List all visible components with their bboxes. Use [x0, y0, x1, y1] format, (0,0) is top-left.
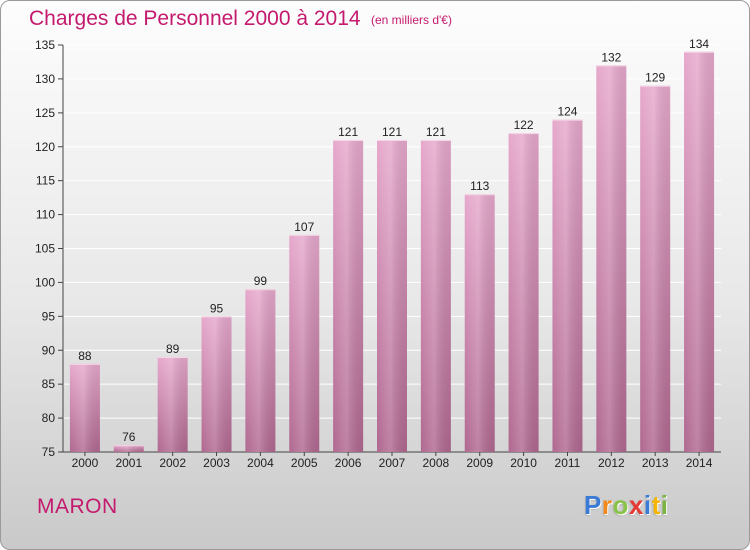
logo-letter: o	[612, 490, 629, 520]
bar-shine	[684, 51, 715, 453]
bar-shine	[245, 289, 276, 452]
logo-letter: P	[584, 490, 602, 520]
logo-letter: t	[651, 490, 661, 520]
bar-shine	[333, 139, 364, 452]
data-label: 121	[338, 125, 358, 139]
x-tick-label: 2006	[335, 456, 362, 470]
chart-subtitle: (en milliers d'€)	[371, 13, 452, 27]
data-label: 88	[78, 349, 92, 363]
logo-letter: i	[660, 490, 669, 520]
x-tick-label: 2004	[247, 456, 274, 470]
data-label: 134	[689, 37, 709, 51]
y-tick-label: 100	[35, 275, 55, 289]
bar-shine	[69, 363, 100, 452]
y-tick-label: 120	[35, 140, 55, 154]
x-tick-label: 2009	[466, 456, 493, 470]
bar-shine	[508, 133, 539, 452]
data-label: 124	[557, 105, 577, 119]
logo-letter: i	[643, 490, 652, 520]
bar-shine	[377, 139, 407, 452]
x-tick-label: 2005	[291, 456, 318, 470]
bar-shine	[420, 139, 451, 452]
y-tick-label: 85	[42, 377, 56, 391]
proxiti-logo: Proxiti	[584, 490, 668, 521]
data-label: 107	[294, 220, 314, 234]
chart-title: Charges de Personnel 2000 à 2014	[29, 7, 361, 30]
data-label: 76	[122, 430, 136, 444]
x-tick-label: 2008	[423, 456, 450, 470]
bar-shine	[596, 65, 627, 452]
x-tick-label: 2012	[598, 456, 625, 470]
x-tick-label: 2001	[115, 456, 142, 470]
data-label: 89	[166, 342, 180, 356]
x-tick-label: 2000	[72, 456, 99, 470]
data-label: 113	[470, 179, 489, 193]
bar-shine	[157, 357, 188, 452]
y-tick-label: 80	[42, 411, 56, 425]
data-label: 132	[601, 50, 621, 64]
y-tick-label: 110	[36, 208, 55, 222]
x-tick-label: 2002	[159, 456, 186, 470]
logo-letter: r	[601, 490, 613, 520]
data-label: 121	[426, 125, 446, 139]
data-label: 99	[254, 274, 268, 288]
data-label: 121	[382, 125, 402, 139]
y-tick-label: 135	[35, 38, 55, 52]
x-tick-label: 2007	[379, 456, 406, 470]
bar-shine	[552, 119, 583, 452]
y-tick-label: 75	[42, 445, 56, 459]
data-label: 122	[514, 118, 534, 132]
x-tick-label: 2010	[510, 456, 537, 470]
bar-shine	[640, 85, 671, 452]
data-label: 129	[645, 71, 665, 85]
y-tick-label: 90	[42, 343, 56, 357]
x-tick-label: 2014	[686, 456, 713, 470]
y-tick-label: 130	[35, 72, 55, 86]
x-tick-label: 2011	[555, 456, 581, 470]
y-tick-label: 125	[35, 106, 55, 120]
x-tick-label: 2013	[642, 456, 669, 470]
logo-letter: x	[628, 490, 644, 520]
bar-shine	[201, 316, 232, 452]
bar-shine	[113, 445, 144, 452]
data-label: 95	[210, 301, 224, 315]
y-tick-label: 115	[36, 174, 55, 188]
commune-name: MARON	[37, 495, 118, 518]
y-tick-label: 95	[42, 309, 56, 323]
bar-shine	[464, 194, 495, 452]
x-tick-label: 2003	[203, 456, 230, 470]
bar-shine	[289, 234, 320, 452]
y-tick-label: 105	[35, 242, 55, 256]
